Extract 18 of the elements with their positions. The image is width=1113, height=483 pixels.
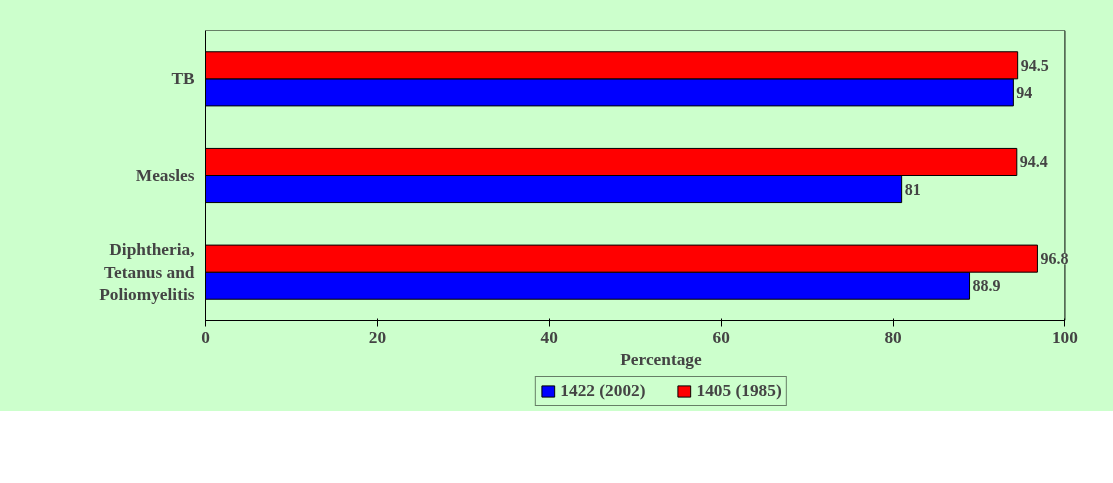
- legend-label: 1422 (2002): [560, 381, 646, 401]
- x-tick-label: 20: [368, 327, 387, 347]
- x-tick-label: 100: [1051, 327, 1078, 347]
- x-tick-label: 40: [540, 327, 558, 347]
- y-tick-label: Measles: [135, 166, 195, 185]
- data-label: 81: [904, 180, 921, 198]
- x-tick-label: 60: [712, 327, 730, 347]
- x-tick-label: 0: [201, 327, 210, 347]
- legend-label: 1405 (1985): [696, 381, 782, 401]
- x-axis-title: Percentage: [620, 349, 703, 369]
- data-label: 94.4: [1019, 153, 1048, 171]
- data-label: 94.5: [1020, 56, 1049, 74]
- x-tick-label: 80: [884, 327, 902, 347]
- y-tick-label: Diphtheria, Tetanus and Poliomyelitis: [99, 239, 195, 305]
- data-label: 88.9: [972, 277, 1001, 295]
- data-label: 94: [1016, 83, 1033, 101]
- y-tick-label: TB: [171, 69, 195, 89]
- data-label: 96.8: [1040, 250, 1069, 268]
